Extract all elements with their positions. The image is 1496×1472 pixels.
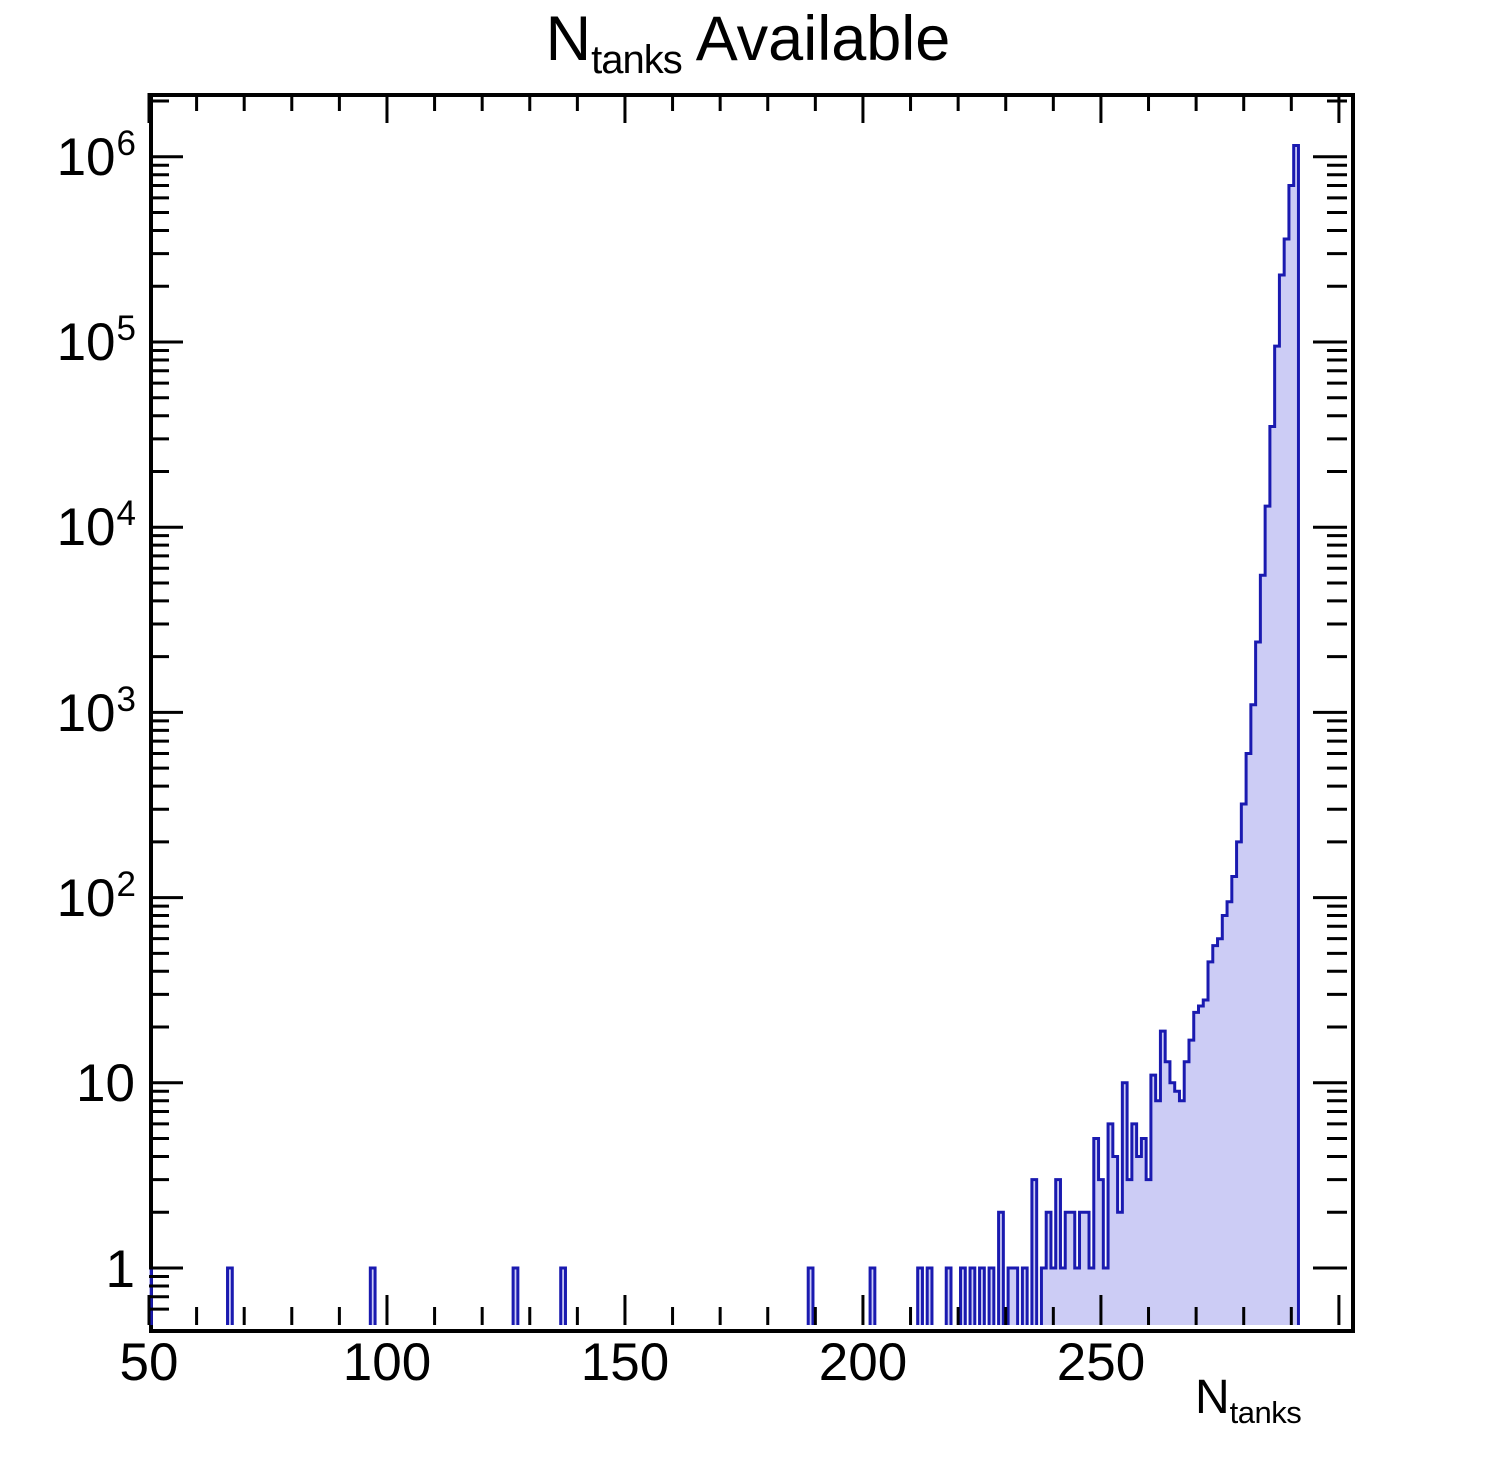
x-tick-label-150: 150 bbox=[580, 1333, 670, 1392]
x-axis-label: Ntanks bbox=[1195, 1371, 1302, 1431]
y-tick-label-1e4: 104 bbox=[56, 494, 136, 557]
x-tick-label-100: 100 bbox=[342, 1333, 432, 1392]
x-tick-label-200: 200 bbox=[818, 1333, 908, 1392]
chart-title-rest: Available bbox=[681, 4, 951, 74]
chart-title: Ntanks Available bbox=[0, 4, 1496, 82]
y-tick-label-1: 1 bbox=[105, 1240, 135, 1299]
x-axis-label-subscript: tanks bbox=[1229, 1395, 1302, 1430]
x-axis-label-main: N bbox=[1195, 1371, 1230, 1424]
y-tick-label-1e5: 105 bbox=[56, 309, 136, 372]
y-tick-label-10: 10 bbox=[76, 1054, 135, 1113]
y-tick-label-1e2: 102 bbox=[56, 865, 136, 928]
x-tick-label-50: 50 bbox=[119, 1333, 179, 1392]
plot-area bbox=[149, 93, 1347, 1325]
histogram-series bbox=[149, 144, 1300, 1325]
chart-title-main: N bbox=[545, 4, 592, 74]
x-tick-label-250: 250 bbox=[1056, 1333, 1146, 1392]
histogram-bars bbox=[149, 144, 1300, 1325]
chart-title-subscript: tanks bbox=[591, 38, 683, 82]
y-tick-label-1e3: 103 bbox=[56, 680, 136, 743]
y-tick-label-1e6: 106 bbox=[56, 124, 136, 187]
